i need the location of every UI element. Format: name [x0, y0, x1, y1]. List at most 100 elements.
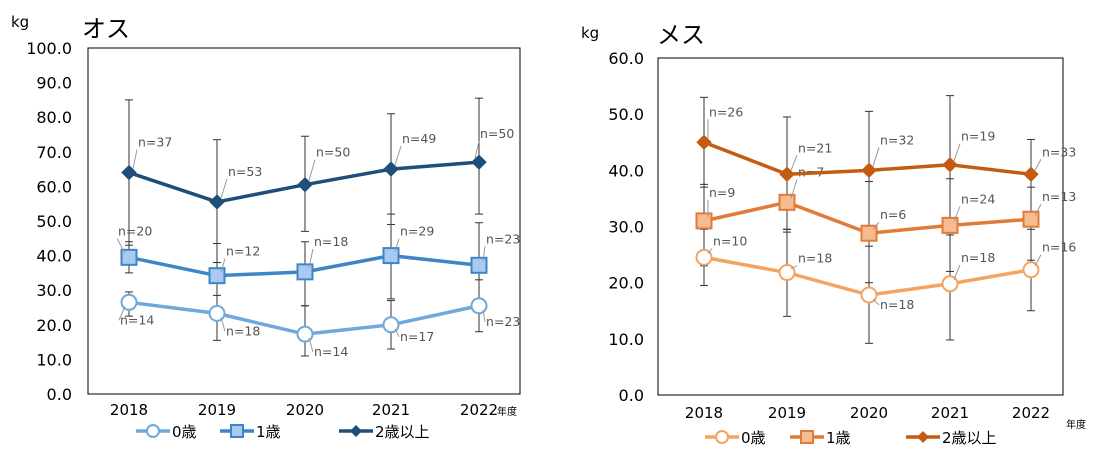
male-ytick-label: 20.0: [36, 316, 72, 335]
male-point: [208, 304, 226, 322]
female-data-label: n=26: [709, 104, 743, 119]
male-point: [471, 154, 487, 170]
male-point: [208, 267, 226, 285]
male-legend-label: 1歳: [256, 423, 281, 441]
female-xtick-label: 2018: [685, 404, 723, 422]
male-xtick-label: 2021: [372, 401, 410, 419]
male-ytick-label: 70.0: [36, 143, 72, 162]
male-xtick-label: 2018: [110, 401, 148, 419]
female-point: [695, 248, 713, 266]
female-data-label: n=32: [880, 132, 914, 147]
female-point: [696, 134, 712, 150]
female-legend-marker: [917, 431, 929, 443]
male-label-leader: [394, 145, 402, 166]
male-xtick-label: 2020: [286, 401, 324, 419]
male-data-label: n=14: [120, 312, 154, 327]
chart-male-ylabel: kg: [11, 13, 29, 31]
male-data-label: n=37: [138, 135, 172, 150]
male-data-label: n=23: [486, 314, 520, 329]
male-point: [296, 325, 314, 343]
female-legend-marker: [715, 430, 729, 444]
male-legend-label: 2歳以上: [375, 423, 430, 441]
female-point: [1023, 166, 1039, 182]
chart-male-xunit: 年度: [497, 405, 517, 418]
female-data-label: n=13: [1042, 189, 1076, 204]
female-label-leader: [790, 155, 798, 171]
male-data-label: n=49: [402, 131, 436, 146]
male-label-leader: [308, 338, 314, 353]
male-legend-marker: [350, 425, 362, 437]
female-plot-frame: [657, 57, 1064, 396]
female-point: [861, 162, 877, 179]
male-ytick-label: 50.0: [36, 212, 72, 231]
male-point: [296, 263, 314, 281]
chart-male-title: オス: [82, 15, 130, 43]
female-ytick-label: 0.0: [619, 386, 644, 405]
male-data-label: n=53: [228, 164, 262, 179]
male-ytick-label: 10.0: [36, 350, 72, 369]
chart-female-title: メス: [657, 21, 705, 49]
female-ytick-label: 20.0: [608, 274, 644, 293]
male-label-leader: [482, 246, 486, 262]
male-label-leader: [220, 178, 228, 199]
female-data-label: n=33: [1042, 144, 1076, 159]
female-data-label: n=9: [709, 185, 735, 200]
female-point: [695, 212, 713, 230]
female-data-label: n=10: [713, 233, 747, 248]
male-ytick-label: 0.0: [47, 385, 72, 404]
female-xtick-label: 2019: [768, 404, 806, 422]
female-point: [778, 264, 796, 282]
female-label-leader: [872, 221, 880, 230]
male-point: [121, 164, 137, 181]
male-plot-frame: [87, 47, 521, 395]
male-label-leader: [474, 141, 480, 159]
female-label-leader: [1034, 159, 1042, 171]
female-data-label: n=18: [961, 250, 995, 265]
female-data-label: n=19: [961, 129, 995, 144]
chart-female-ylabel: kg: [581, 24, 599, 42]
female-label-leader: [707, 248, 713, 254]
female-point: [1022, 210, 1040, 228]
male-ytick-label: 90.0: [36, 74, 72, 93]
male-ytick-label: 100.0: [26, 39, 72, 58]
female-data-label: n=18: [880, 297, 914, 312]
male-data-label: n=50: [316, 145, 350, 160]
male-data-label: n=12: [226, 244, 260, 259]
female-data-label: n=24: [961, 191, 995, 206]
female-legend-label: 0歳: [741, 429, 766, 447]
male-ytick-label: 80.0: [36, 108, 72, 127]
female-data-label: n=6: [880, 207, 906, 222]
female-legend-label: 1歳: [826, 429, 851, 447]
female-xtick-label: 2021: [931, 404, 969, 422]
female-label-leader: [1034, 203, 1042, 216]
male-point: [382, 247, 400, 265]
male-point: [383, 161, 399, 177]
female-point: [860, 286, 878, 304]
female-point: [941, 275, 959, 293]
male-point: [120, 293, 138, 311]
male-point: [209, 194, 225, 210]
male-label-leader: [220, 317, 226, 332]
female-label-leader: [872, 298, 880, 306]
male-data-label: n=14: [314, 344, 348, 359]
male-ytick-label: 40.0: [36, 247, 72, 266]
male-label-leader: [116, 238, 126, 254]
female-label-leader: [953, 143, 961, 161]
female-ytick-label: 30.0: [608, 218, 644, 237]
chart-female-xunit: 年度: [1066, 418, 1086, 431]
female-xtick-label: 2020: [850, 404, 888, 422]
male-label-leader: [394, 328, 400, 338]
male-label-leader: [308, 248, 314, 268]
female-label-leader: [953, 264, 961, 280]
male-label-leader: [394, 238, 400, 252]
female-point: [860, 224, 878, 242]
male-data-label: n=18: [226, 323, 260, 338]
male-data-label: n=18: [314, 234, 348, 249]
female-ytick-label: 60.0: [608, 49, 644, 68]
female-point: [778, 193, 796, 211]
female-legend-marker: [800, 430, 814, 444]
female-xtick-label: 2022: [1012, 404, 1050, 422]
male-data-label: n=20: [118, 223, 152, 238]
male-legend-label: 0歳: [172, 423, 197, 441]
